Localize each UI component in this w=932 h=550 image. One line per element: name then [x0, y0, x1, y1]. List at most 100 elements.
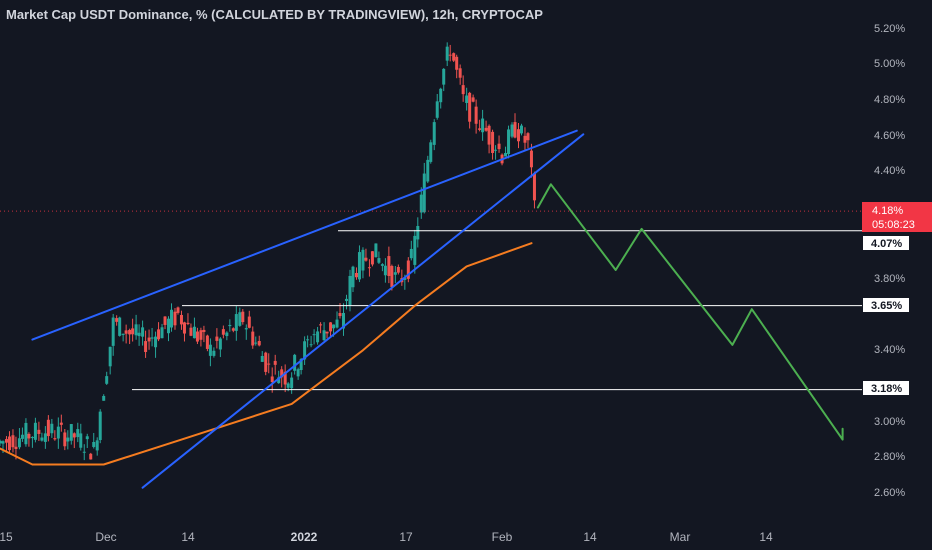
candle-body: [150, 337, 154, 339]
price-tick: 5.20%: [874, 23, 906, 35]
candle-body: [370, 251, 374, 265]
candle-body: [260, 355, 264, 362]
candle-body: [131, 328, 135, 335]
candle-body: [364, 257, 368, 261]
price-axis[interactable]: 5.20% 5.00% 4.80% 4.60% 4.40% 3.80% 3.40…: [862, 0, 932, 524]
candle-body: [377, 258, 381, 263]
candle-body: [309, 344, 313, 346]
candle-body: [251, 331, 255, 346]
candle-body: [79, 433, 83, 448]
candle-body: [33, 422, 37, 440]
candle-body: [458, 68, 462, 78]
candle-body: [461, 85, 465, 95]
candle-body: [351, 266, 355, 288]
candle-body: [118, 317, 122, 336]
candle-body: [429, 142, 433, 162]
candle-body: [141, 327, 145, 337]
candle-body: [53, 438, 57, 440]
candle-body: [303, 341, 307, 360]
candle-body: [215, 336, 219, 341]
candle-body: [89, 453, 93, 460]
time-tick: Dec: [95, 530, 117, 544]
projected-path-line: [536, 183, 844, 441]
candle-body: [299, 359, 303, 371]
price-tick: 4.60%: [874, 130, 906, 142]
price-tick: 3.40%: [874, 344, 906, 356]
time-tick: 15: [0, 530, 13, 544]
candle-body: [14, 446, 18, 450]
candle-body: [494, 149, 498, 151]
candle-body: [390, 265, 394, 288]
candle-body: [383, 265, 387, 276]
candle-body: [157, 329, 161, 340]
level-label: 3.18%: [862, 380, 910, 396]
candle-body: [374, 243, 378, 258]
candle-body: [85, 436, 89, 440]
candle-body: [147, 337, 151, 342]
candle-body: [484, 127, 488, 131]
bar-countdown: 05:08:23: [872, 219, 915, 231]
candle-body: [507, 129, 511, 155]
upper-trendline: [31, 129, 578, 341]
candle-body: [357, 252, 361, 280]
candle-body: [218, 338, 222, 350]
price-tick: 3.80%: [874, 273, 906, 285]
candle-body: [267, 363, 271, 365]
candle-body: [241, 311, 245, 323]
candle-body: [419, 194, 423, 213]
time-tick: Feb: [491, 530, 513, 544]
candle-body: [137, 332, 141, 337]
candle-body: [176, 307, 180, 313]
candle-body: [393, 272, 397, 275]
candle-body: [179, 314, 183, 325]
candle-body: [432, 122, 436, 145]
candle-body: [406, 260, 410, 279]
candle-body: [396, 266, 400, 273]
candle-body: [205, 335, 209, 349]
candle-body: [322, 330, 326, 341]
candle-body: [105, 376, 109, 384]
candle-body: [247, 316, 251, 328]
candle-body: [523, 135, 527, 143]
candle-body: [270, 376, 274, 383]
candle-body: [403, 278, 407, 280]
candle-body: [510, 124, 514, 137]
candle-body: [516, 129, 520, 142]
candle-body: [27, 433, 31, 439]
time-tick: 14: [583, 530, 597, 544]
candle-body: [319, 324, 323, 326]
candle-body: [121, 333, 125, 335]
candle-body: [497, 143, 501, 150]
candle-body: [348, 275, 352, 305]
candle-body: [367, 267, 371, 269]
time-axis[interactable]: 15 Dec 14 2022 17 Feb 14 Mar 14: [0, 524, 932, 550]
price-tick: 4.40%: [874, 165, 906, 177]
candle-body: [513, 122, 517, 138]
candle-body: [380, 264, 384, 266]
candle-body: [4, 439, 8, 443]
candle-body: [455, 56, 459, 70]
candle-body: [280, 369, 284, 378]
candle-body: [50, 423, 54, 434]
candle-body: [20, 434, 24, 439]
candle-body: [199, 330, 203, 340]
candlestick-series: [0, 42, 536, 461]
lower-trendline: [141, 133, 585, 489]
candle-body: [244, 328, 248, 330]
candle-body: [529, 150, 533, 168]
candle-body: [234, 314, 238, 331]
candle-body: [316, 331, 320, 343]
candle-body: [283, 371, 287, 385]
candle-body: [474, 106, 478, 124]
candle-body: [409, 248, 413, 259]
candle-body: [481, 118, 485, 133]
candle-body: [465, 95, 469, 103]
candle-body: [40, 437, 44, 441]
time-tick: 17: [399, 530, 413, 544]
candle-body: [154, 336, 158, 348]
candle-body: [72, 433, 76, 438]
time-tick: 14: [181, 530, 195, 544]
time-tick: 2022: [290, 530, 318, 544]
candle-body: [160, 327, 164, 339]
